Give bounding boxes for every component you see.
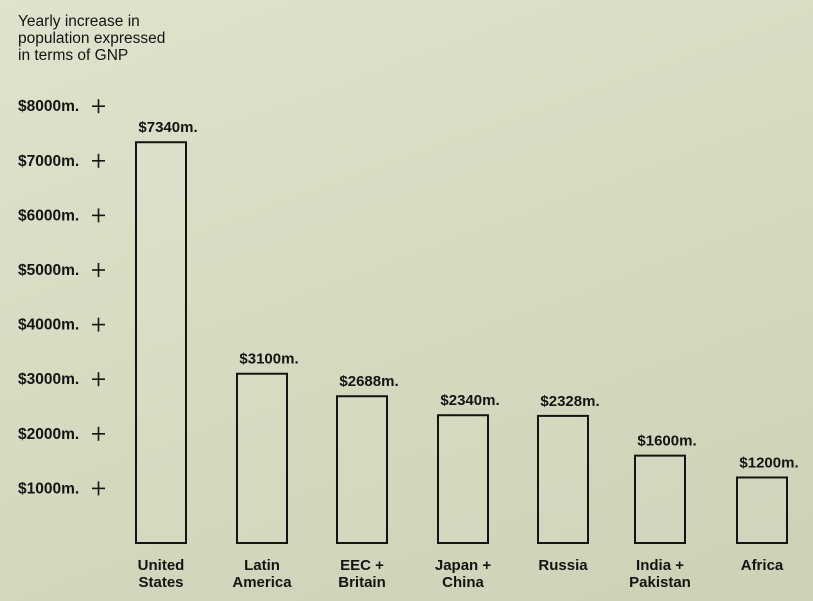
bar-value-label: $1600m. — [637, 433, 696, 450]
category-label: India + — [636, 557, 684, 574]
y-axis-title-line: population expressed — [18, 30, 165, 47]
y-tick-label: $8000m. — [18, 98, 79, 115]
y-tick-label: $5000m. — [18, 262, 79, 279]
data-labels: $7340m. $3100m. $2688m. $2340m. $2328m. $1600… — [138, 119, 798, 471]
y-tick-label: $4000m. — [18, 317, 79, 334]
bar-value-label: $2340m. — [440, 392, 499, 409]
category-label: Russia — [538, 557, 588, 574]
bars — [135, 141, 788, 545]
category-label: Japan + — [435, 557, 492, 574]
y-axis-ticks: $1000m. $2000m. $3000m. $4000m. $5000m. $6000… — [18, 98, 105, 497]
bar — [236, 372, 288, 544]
y-tick-label: $2000m. — [18, 426, 79, 443]
category-label: China — [442, 574, 484, 591]
y-tick-label: $3000m. — [18, 371, 79, 388]
bar — [135, 141, 187, 544]
bar-value-label: $1200m. — [739, 454, 798, 471]
y-tick-label: $6000m. — [18, 207, 79, 224]
bar-value-label: $2328m. — [540, 393, 599, 410]
y-tick-label: $7000m. — [18, 153, 79, 170]
bar-value-label: $3100m. — [239, 351, 298, 368]
category-label: United — [138, 557, 185, 574]
y-axis-title-line: Yearly increase in — [18, 13, 140, 30]
category-label: Africa — [741, 557, 784, 574]
bar-value-label: $2688m. — [339, 373, 398, 390]
category-label: EEC + — [340, 557, 384, 574]
bar — [736, 476, 788, 545]
category-label: States — [138, 574, 183, 591]
y-tick-label: $1000m. — [18, 480, 79, 497]
category-label: Britain — [338, 574, 386, 591]
category-label: America — [232, 574, 292, 591]
bar — [336, 395, 388, 544]
bar — [537, 414, 589, 545]
bar-value-label: $7340m. — [138, 119, 197, 136]
bar — [634, 454, 686, 545]
y-axis-title-line: in terms of GNP — [18, 47, 128, 64]
category-label: Latin — [244, 557, 280, 574]
category-label: Pakistan — [629, 574, 691, 591]
bar — [437, 414, 489, 544]
